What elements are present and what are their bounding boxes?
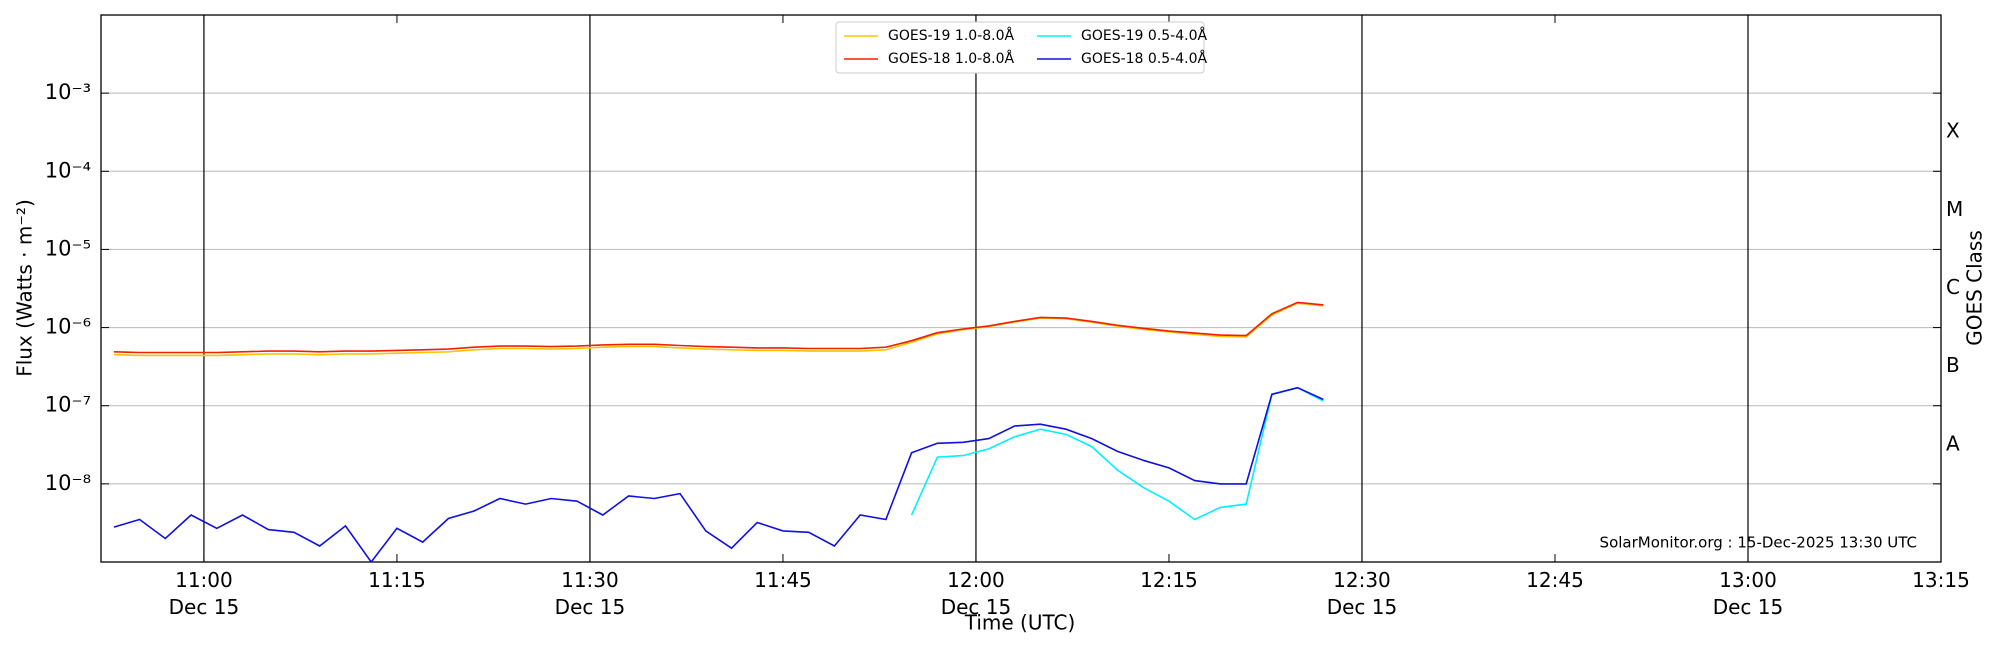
- goes-class-label: B: [1946, 353, 1960, 377]
- y2-axis-label: GOES Class: [1963, 230, 1987, 346]
- x-tick-label: 12:15: [1140, 568, 1198, 592]
- y-tick-label: 10⁻⁴: [45, 158, 91, 182]
- x-tick-label: 13:15: [1912, 568, 1970, 592]
- goes-class-label: X: [1946, 119, 1960, 143]
- x-tick-label: 11:45: [754, 568, 812, 592]
- y-axis-label: Flux (Watts · m⁻²): [13, 199, 37, 377]
- x-axis-label: Time (UTC): [964, 611, 1076, 635]
- series-line: [113, 301, 1324, 354]
- x-tick-label: 12:45: [1526, 568, 1584, 592]
- y-tick-label: 10⁻⁵: [45, 236, 91, 260]
- legend-label: GOES-18 1.0-8.0Å: [888, 50, 1014, 67]
- x-tick-label: 11:30 Dec 15: [554, 568, 626, 619]
- x-tick-label: 12:30 Dec 15: [1326, 568, 1398, 619]
- y-tick-label: 10⁻³: [45, 80, 91, 104]
- x-tick-label: 12:00 Dec 15: [940, 568, 1012, 619]
- x-tick-label: 11:15: [368, 568, 426, 592]
- series-line: [113, 302, 1324, 357]
- series-line: [113, 386, 1324, 562]
- legend-label: GOES-19 0.5-4.0Å: [1081, 27, 1207, 44]
- goes-class-label: A: [1946, 431, 1960, 455]
- y-tick-label: 10⁻⁸: [45, 471, 91, 495]
- y-tick-label: 10⁻⁷: [45, 393, 91, 417]
- goes-class-label: C: [1946, 275, 1960, 299]
- annotation: SolarMonitor.org : 15-Dec-2025 13:30 UTC: [1600, 534, 1917, 552]
- legend-label: GOES-18 0.5-4.0Å: [1081, 50, 1207, 67]
- x-tick-label: 13:00 Dec 15: [1712, 568, 1784, 619]
- goes-class-label: M: [1946, 197, 1963, 221]
- legend-box: [835, 21, 1205, 74]
- plot-frame: [100, 14, 1942, 563]
- series-line: [910, 386, 1324, 521]
- y-tick-label: 10⁻⁶: [45, 315, 91, 339]
- x-tick-label: 11:00 Dec 15: [168, 568, 240, 619]
- legend-label: GOES-19 1.0-8.0Å: [888, 27, 1014, 44]
